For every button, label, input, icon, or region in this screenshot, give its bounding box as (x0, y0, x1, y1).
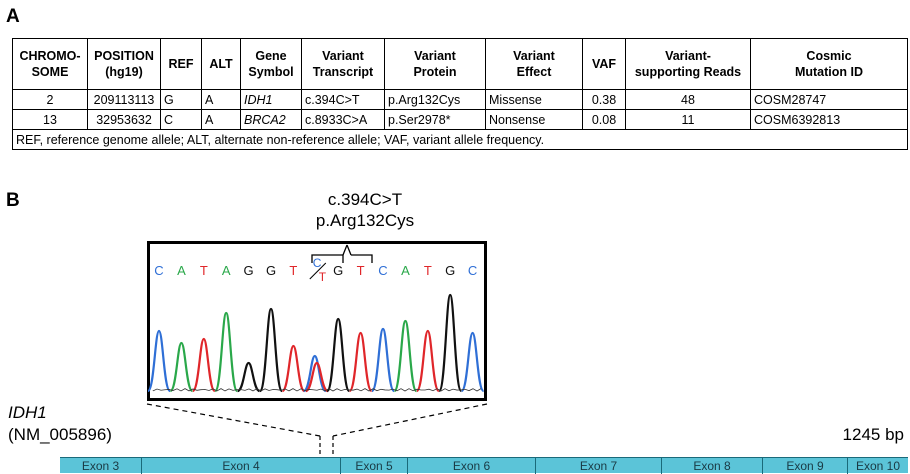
trace-peak (460, 331, 485, 393)
base-letter: A (177, 263, 186, 278)
trace-peak (305, 361, 329, 393)
trace-peak (237, 361, 261, 393)
trace-peak (147, 329, 172, 393)
trace-peak (303, 354, 327, 393)
exon-6: Exon 6 (408, 458, 536, 474)
header-cosmic-id: Cosmic Mutation ID (750, 38, 908, 90)
base-letter: G (333, 263, 343, 278)
exon-10: Exon 10 (855, 459, 901, 473)
trace-peak (393, 319, 418, 393)
exon-5: Exon 5 (341, 458, 408, 474)
base-letter: C (468, 263, 477, 278)
cell-chromosome: 2 (12, 89, 88, 110)
trace-peak (281, 344, 306, 393)
exon-4: Exon 4 (142, 458, 341, 474)
het-base-top: C (313, 256, 322, 270)
cell-supporting-reads: 11 (625, 109, 751, 130)
base-call-letters: C A T A G G T CT G T C A T G C (154, 256, 477, 284)
cell-ref: C (160, 109, 202, 130)
panel-label-a: A (6, 6, 20, 27)
base-letter: C (154, 263, 163, 278)
nucleotide-change-label: c.394C>T (327, 190, 403, 209)
cell-cosmic-id: COSM28747 (750, 89, 908, 110)
variant-table: CHROMO- SOME POSITION (hg19) REF ALT Gen… (12, 38, 908, 150)
sanger-chromatogram: C A T A G G T CT G T C A T G C (147, 241, 487, 401)
base-letter: A (222, 263, 231, 278)
trace-peak (169, 341, 194, 393)
trace-peak (191, 337, 216, 393)
header-variant-protein: Variant Protein (384, 38, 486, 90)
base-letter: G (244, 263, 254, 278)
cell-chromosome: 13 (12, 109, 88, 130)
base-letter: T (424, 263, 432, 278)
mutation-bracket (311, 244, 373, 263)
zoom-line-left (146, 403, 321, 437)
het-base-bottom: T (319, 270, 327, 284)
chromatogram-frame (147, 241, 487, 401)
cell-variant-protein: p.Ser2978* (384, 109, 486, 130)
het-slash (309, 262, 327, 280)
exon-7: Exon 7 (536, 458, 662, 474)
zoom-line-right (332, 403, 488, 437)
base-letter: G (445, 263, 455, 278)
header-variant-transcript: Variant Transcript (301, 38, 385, 90)
cell-variant-transcript: c.394C>T (301, 89, 385, 110)
trace-peak (326, 317, 351, 393)
cell-supporting-reads: 48 (625, 89, 751, 110)
chromatogram-traces (147, 293, 485, 393)
trace-peak (415, 329, 440, 393)
cell-alt: A (201, 89, 241, 110)
cell-cosmic-id: COSM6392813 (750, 109, 908, 130)
gene-accession: (NM_005896) (8, 425, 112, 444)
gene-name: IDH1 (8, 403, 47, 422)
trace-peak (348, 331, 373, 393)
cell-vaf: 0.38 (582, 89, 626, 110)
table-header-row: CHROMO- SOME POSITION (hg19) REF ALT Gen… (12, 38, 908, 90)
cell-variant-effect: Nonsense (485, 109, 583, 130)
header-supporting-reads: Variant- supporting Reads (625, 38, 751, 90)
panel-label-b: B (6, 190, 20, 211)
trace-peak (438, 293, 463, 393)
trace-peak (214, 311, 239, 393)
header-gene-symbol: Gene Symbol (240, 38, 302, 90)
header-variant-effect: Variant Effect (485, 38, 583, 90)
header-alt: ALT (201, 38, 241, 90)
gene-length: 1245 bp (842, 425, 904, 444)
table-footnote: REF, reference genome allele; ALT, alter… (12, 129, 908, 150)
header-vaf: VAF (582, 38, 626, 90)
base-letter: T (289, 263, 297, 278)
base-letter: G (266, 263, 276, 278)
cell-variant-transcript: c.8933C>A (301, 109, 385, 130)
exon-8: Exon 8 (662, 458, 763, 474)
base-letter: C (378, 263, 387, 278)
exon-map: Exon 3 Exon 4 Exon 5 Exon 6 Exon 7 Exon … (60, 457, 908, 474)
cell-position: 209113113 (87, 89, 161, 110)
cell-gene-symbol: IDH1 (240, 89, 302, 110)
protein-change-label: p.Arg132Cys (315, 211, 415, 230)
base-letter: T (200, 263, 208, 278)
cell-position: 32953632 (87, 109, 161, 130)
cell-variant-protein: p.Arg132Cys (384, 89, 486, 110)
exon-3: Exon 3 (60, 458, 142, 474)
header-position: POSITION (hg19) (87, 38, 161, 90)
trace-peak (258, 307, 284, 393)
base-letter: T (357, 263, 365, 278)
cell-ref: G (160, 89, 202, 110)
cell-gene-symbol: BRCA2 (240, 109, 302, 130)
base-letter: A (401, 263, 410, 278)
header-ref: REF (160, 38, 202, 90)
cell-vaf: 0.08 (582, 109, 626, 130)
table-row: 2 209113113 G A IDH1 c.394C>T p.Arg132Cy… (12, 89, 908, 110)
exon-9: Exon 9 (763, 458, 848, 474)
header-chromosome: CHROMO- SOME (12, 38, 88, 90)
trace-baseline (152, 388, 482, 392)
cell-variant-effect: Missense (485, 89, 583, 110)
table-row: 13 32953632 C A BRCA2 c.8933C>A p.Ser297… (12, 109, 908, 130)
table-footnote-row: REF, reference genome allele; ALT, alter… (12, 129, 908, 150)
trace-peak (370, 327, 396, 393)
cell-alt: A (201, 109, 241, 130)
